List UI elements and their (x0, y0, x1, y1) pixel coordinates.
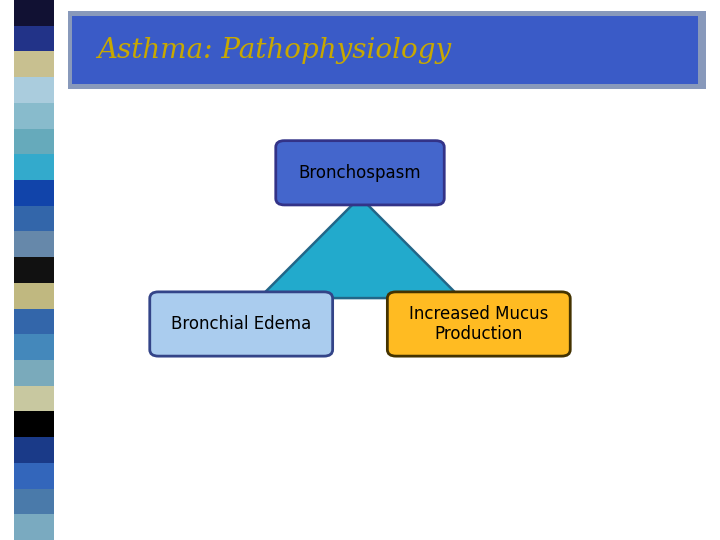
Bar (14, 232, 54, 257)
Bar (14, 154, 54, 180)
Bar (14, 103, 54, 129)
Bar (14, 206, 54, 232)
Text: Asthma: Pathophysiology: Asthma: Pathophysiology (97, 37, 451, 64)
Bar (14, 308, 54, 334)
Text: Increased Mucus
Production: Increased Mucus Production (409, 305, 549, 343)
FancyBboxPatch shape (387, 292, 570, 356)
Bar (14, 0, 54, 26)
Bar (14, 489, 54, 514)
Bar (14, 411, 54, 437)
Text: Bronchial Edema: Bronchial Edema (171, 315, 311, 333)
Bar (14, 334, 54, 360)
Text: Bronchospasm: Bronchospasm (299, 164, 421, 182)
Bar (14, 77, 54, 103)
Bar (14, 129, 54, 154)
Polygon shape (259, 197, 461, 298)
Bar (14, 51, 54, 77)
Bar (14, 257, 54, 283)
Bar (14, 283, 54, 308)
Bar (14, 437, 54, 463)
Bar (14, 463, 54, 489)
Bar (14, 360, 54, 386)
Bar (14, 26, 54, 51)
Bar (14, 180, 54, 206)
Bar (14, 386, 54, 411)
Bar (14, 514, 54, 540)
FancyBboxPatch shape (276, 140, 444, 205)
Bar (72, 16, 698, 84)
FancyBboxPatch shape (150, 292, 333, 356)
Bar (68, 11, 706, 89)
